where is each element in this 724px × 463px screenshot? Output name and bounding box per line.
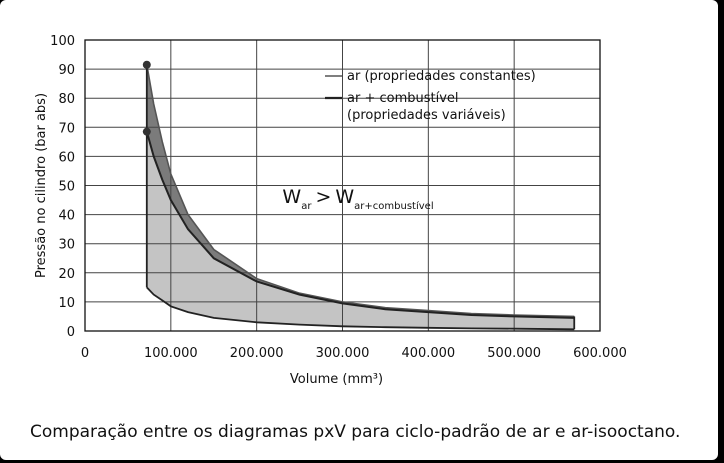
annot-operator: > [315, 186, 331, 208]
x-tick-label: 300.000 [316, 346, 370, 361]
x-tick-label: 400.000 [401, 346, 455, 361]
compression-line [146, 286, 575, 331]
annot-sub-fuel: ar+combustível [354, 200, 433, 212]
annot-w2: W [335, 186, 354, 208]
peak-points [142, 60, 151, 136]
y-tick-label: 100 [50, 34, 75, 49]
y-tick-label: 0 [67, 325, 75, 340]
series-line-fuel [145, 131, 575, 319]
x-tick-label: 100.000 [144, 346, 198, 361]
y-tick-label: 50 [58, 180, 75, 195]
annot-sub-ar: ar [301, 201, 312, 212]
y-axis-title: Pressão no cilindro (bar abs) [34, 93, 49, 278]
y-tick-labels: 0 10 20 30 40 50 60 70 80 90 100 [50, 34, 75, 340]
x-axis-title: Volume (mm³) [290, 372, 383, 387]
figure-caption: Comparação entre os diagramas pxV para c… [30, 422, 681, 442]
grid-lines [84, 39, 601, 332]
cycle-curves [145, 64, 576, 331]
work-comparison-annotation: War > War+combustível [282, 186, 433, 212]
y-tick-label: 60 [58, 150, 75, 165]
peak-point-fuel [142, 127, 151, 136]
x-tick-label: 200.000 [230, 346, 284, 361]
y-tick-label: 40 [58, 209, 75, 224]
series-line-air [146, 64, 575, 318]
y-tick-label: 90 [58, 63, 75, 78]
y-tick-label: 20 [58, 267, 75, 282]
legend-label-air: ar (propriedades constantes) [347, 69, 536, 84]
x-tick-label: 500.000 [487, 346, 541, 361]
pv-diagram-chart: 0 100.000 200.000 300.000 400.000 500.000 600.… [34, 34, 627, 387]
fuel-cycle-area [146, 131, 575, 330]
legend-label-fuel: ar + combustível (propriedades variáveis) [347, 91, 506, 123]
x-tick-label: 600.000 [573, 346, 627, 361]
legend: ar (propriedades constantes) ar + combust… [325, 69, 536, 123]
y-tick-label: 30 [58, 238, 75, 253]
x-tick-labels: 0 100.000 200.000 300.000 400.000 500.000 600.… [81, 346, 627, 361]
plot-frame [84, 39, 601, 332]
peak-point-air [142, 60, 151, 69]
y-tick-label: 80 [58, 92, 75, 107]
y-tick-label: 70 [58, 121, 75, 136]
annot-w1: W [282, 186, 301, 208]
y-tick-label: 10 [58, 296, 75, 311]
x-tick-label: 0 [81, 346, 89, 361]
